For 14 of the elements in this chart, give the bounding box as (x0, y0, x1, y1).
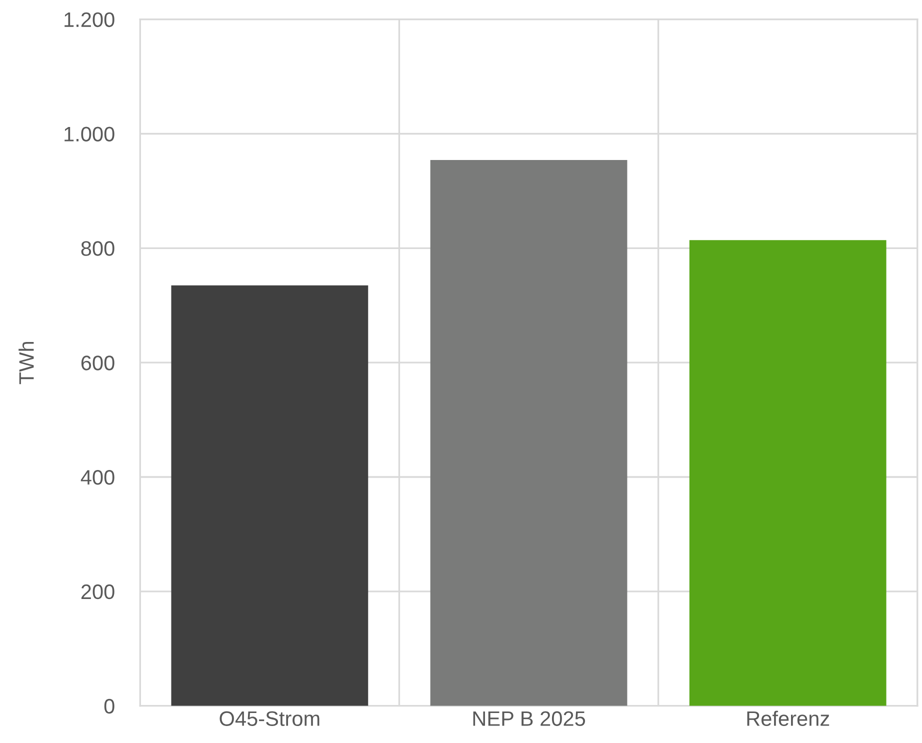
x-tick-label: Referenz (747, 710, 830, 726)
y-tick-label: 400 (80, 470, 114, 485)
y-tick-label: 1.200 (64, 12, 114, 28)
y-tick-label: 200 (81, 584, 114, 600)
y-tick-label: 1.000 (64, 126, 114, 142)
y-tick-label: 600 (81, 356, 114, 370)
bar (171, 285, 368, 706)
x-tick-label: NEP B 2025 (473, 711, 586, 726)
bar (430, 160, 628, 706)
y-tick-label: 0 (104, 698, 114, 714)
bar (689, 240, 886, 706)
y-tick-label: 800 (81, 241, 114, 256)
y-axis-title: TWh (18, 342, 34, 384)
x-tick-label: O45-Strom (220, 711, 320, 726)
